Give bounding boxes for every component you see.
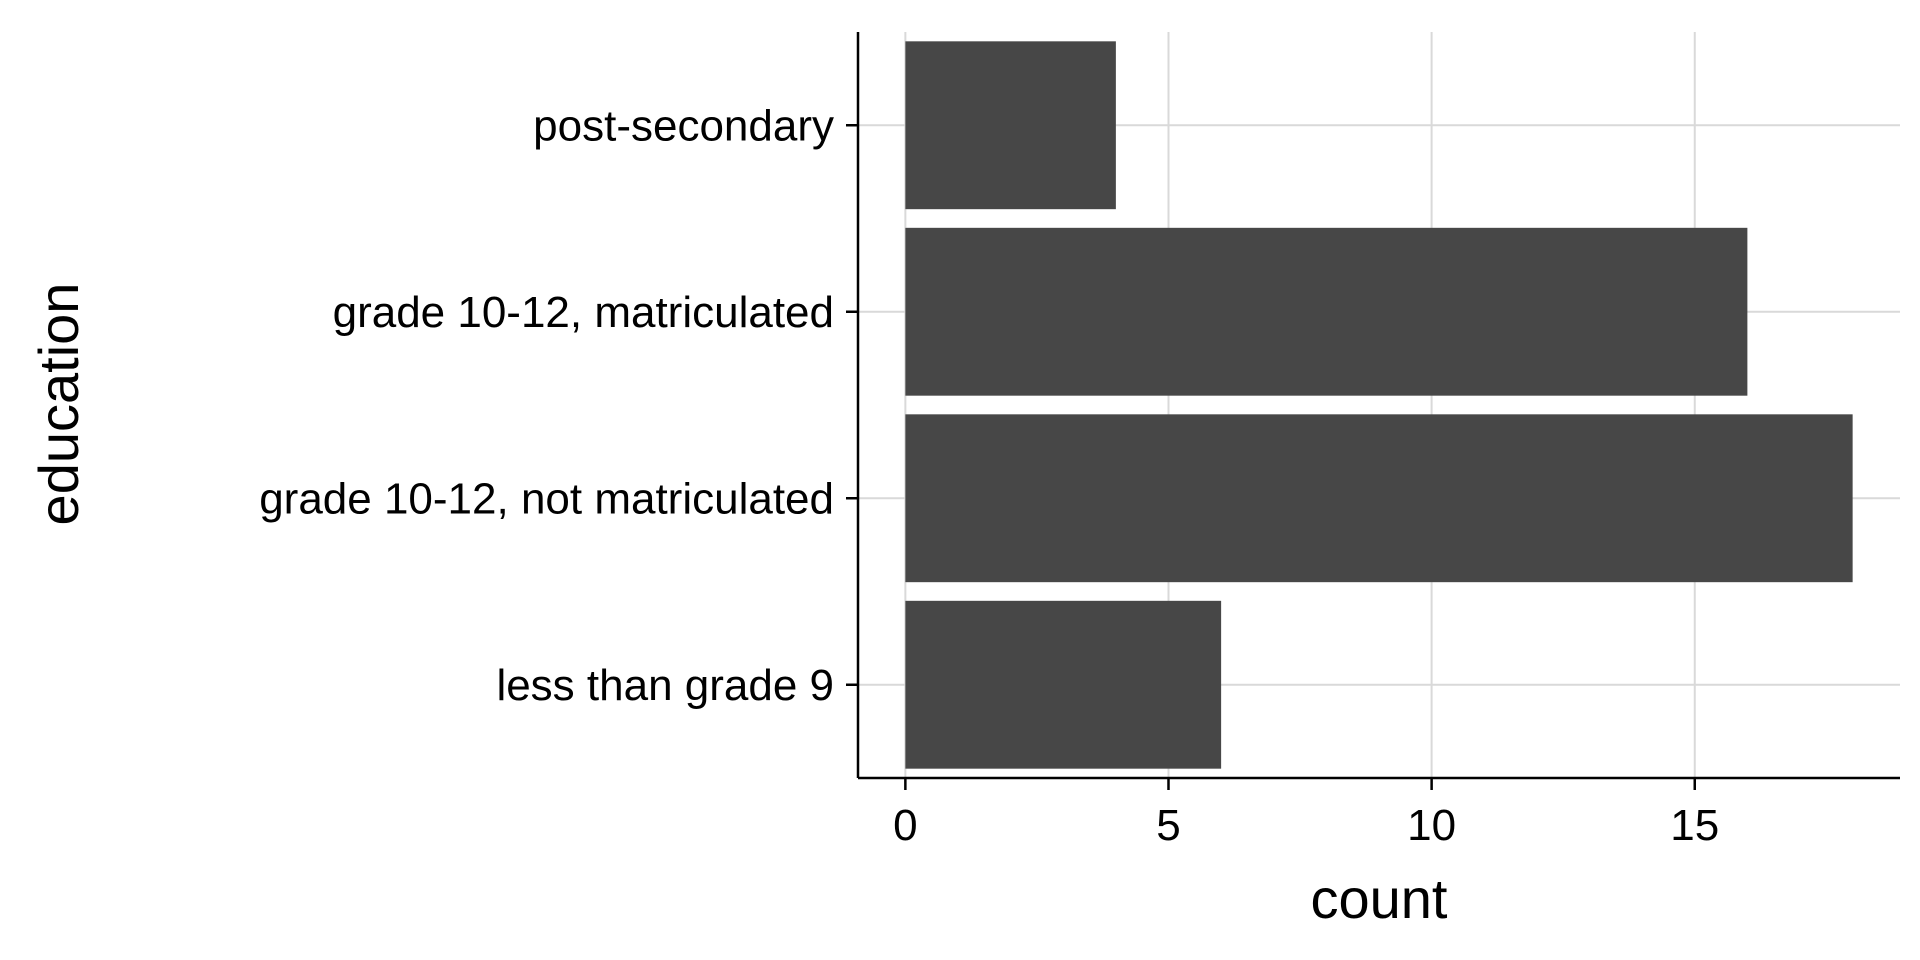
x-tick-label: 5 xyxy=(1156,801,1180,850)
bars xyxy=(905,41,1853,769)
ticks: 0 5 10 15 less than grade 9 grade 10-12, not … xyxy=(259,101,1719,850)
x-axis-title: count xyxy=(1311,867,1448,930)
bar-grade-10-12-matriculated xyxy=(905,227,1748,396)
y-tick-label: post-secondary xyxy=(533,101,834,150)
x-tick-label: 0 xyxy=(893,801,917,850)
y-axis-title: education xyxy=(27,283,90,526)
bar-less-than-grade-9 xyxy=(905,600,1222,769)
y-tick-label: grade 10-12, not matriculated xyxy=(259,474,834,523)
axes xyxy=(856,32,1900,780)
y-tick-label: less than grade 9 xyxy=(496,661,834,710)
bar-post-secondary xyxy=(905,41,1116,210)
bar-grade-10-12-not-matriculated xyxy=(905,414,1853,583)
x-tick-label: 15 xyxy=(1670,801,1719,850)
y-tick-label: grade 10-12, matriculated xyxy=(333,288,834,337)
x-tick-label: 10 xyxy=(1407,801,1456,850)
